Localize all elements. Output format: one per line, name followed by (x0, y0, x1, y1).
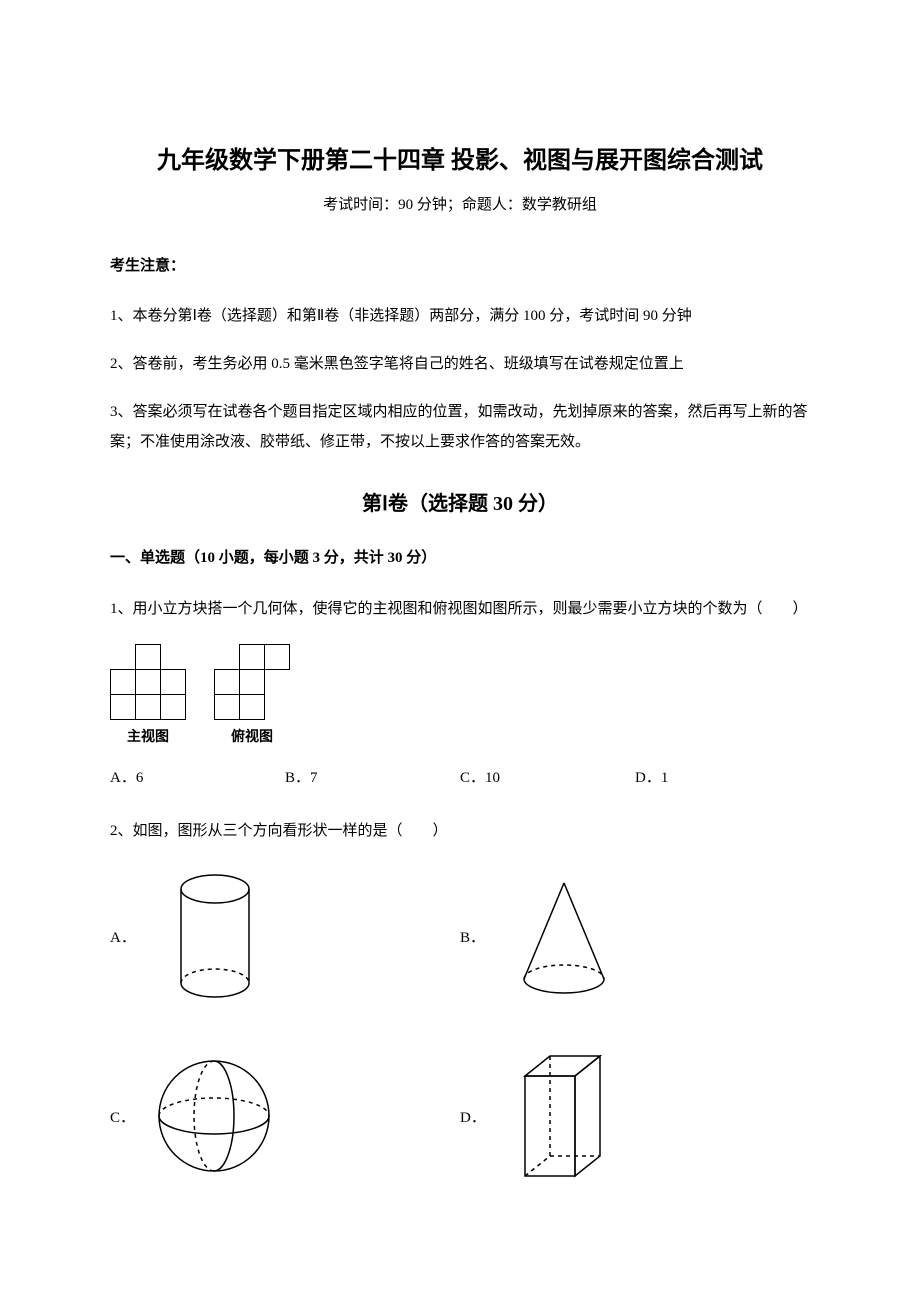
sphere-icon (149, 1046, 279, 1186)
q2-label-a: A． (110, 926, 136, 947)
q1-option-a: A．6 (110, 766, 285, 787)
q1-option-d: D．1 (635, 766, 810, 787)
q1-option-b: B．7 (285, 766, 460, 787)
section-1-title: 第Ⅰ卷（选择题 30 分） (110, 487, 810, 516)
q2-label-d: D． (460, 1106, 486, 1127)
section-1-sub: 一、单选题（10 小题，每小题 3 分，共计 30 分） (110, 546, 810, 567)
q2-options: A． B． C． (110, 866, 810, 1186)
page-title: 九年级数学下册第二十四章 投影、视图与展开图综合测试 (110, 140, 810, 175)
cuboid-icon (500, 1046, 630, 1186)
q1-front-label: 主视图 (127, 726, 169, 746)
notice-heading: 考生注意： (110, 254, 810, 275)
q1-views: 主视图 俯视图 (110, 644, 810, 746)
q1-front-view: 主视图 (110, 644, 186, 746)
cone-icon (499, 866, 629, 1006)
q2-option-a: A． (110, 866, 460, 1006)
q2-label-c: C． (110, 1106, 135, 1127)
notice-3: 3、答案必须写在试卷各个题目指定区域内相应的位置，如需改动，先划掉原来的答案，然… (110, 397, 810, 457)
q2-option-c: C． (110, 1046, 460, 1186)
q1-top-view: 俯视图 (214, 644, 290, 746)
q1-option-c: C．10 (460, 766, 635, 787)
notice-1: 1、本卷分第Ⅰ卷（选择题）和第Ⅱ卷（非选择题）两部分，满分 100 分，考试时间… (110, 301, 810, 331)
cylinder-icon (150, 866, 280, 1006)
q1-top-label: 俯视图 (231, 726, 273, 746)
page-subtitle: 考试时间：90 分钟；命题人：数学教研组 (110, 193, 810, 214)
q1-front-grid (110, 644, 186, 720)
q2-option-b: B． (460, 866, 810, 1006)
q2-text: 2、如图，图形从三个方向看形状一样的是（ ） (110, 815, 810, 848)
q1-options: A．6 B．7 C．10 D．1 (110, 766, 810, 787)
notice-2: 2、答卷前，考生务必用 0.5 毫米黑色签字笔将自己的姓名、班级填写在试卷规定位… (110, 349, 810, 379)
q1-text: 1、用小立方块搭一个几何体，使得它的主视图和俯视图如图所示，则最少需要小立方块的… (110, 593, 810, 626)
q2-label-b: B． (460, 926, 485, 947)
q2-option-d: D． (460, 1046, 810, 1186)
q1-top-grid (214, 644, 290, 720)
